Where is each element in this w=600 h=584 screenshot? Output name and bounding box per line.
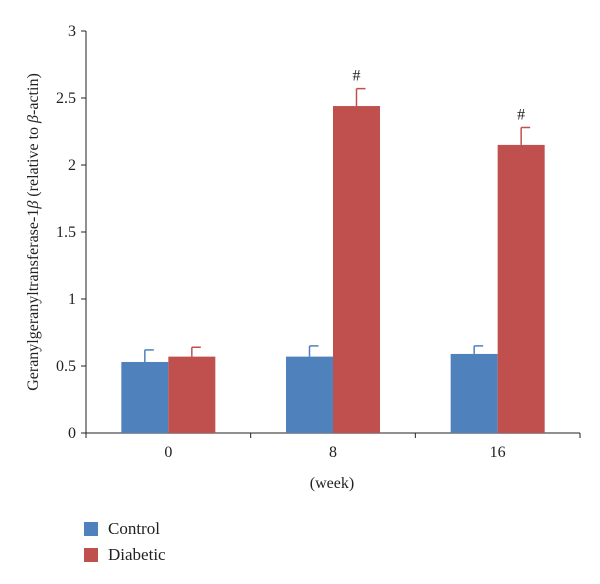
bar-control (450, 353, 498, 433)
y-tick-label: 0.5 (56, 358, 76, 375)
x-tick-label: 0 (164, 444, 172, 461)
legend-label-control: Control (108, 519, 160, 538)
bar-control (286, 356, 333, 433)
y-tick-label: 1.5 (56, 224, 76, 241)
y-tick-label: 2.5 (56, 90, 76, 107)
y-tick-label: 0 (68, 425, 76, 442)
x-axis: 0 8 16 (85, 432, 581, 461)
legend-item-diabetic: Diabetic (84, 542, 166, 568)
legend-label-diabetic: Diabetic (108, 545, 166, 564)
bar-diabetic (168, 356, 216, 433)
x-tick-label: 8 (329, 444, 337, 461)
y-axis-label: Geranylgeranyltransferase-1β (relative t… (25, 73, 42, 391)
legend-item-control: Control (84, 516, 166, 542)
legend: Control Diabetic (84, 516, 166, 568)
x-axis-label: (week) (310, 475, 354, 492)
significance-marker: # (353, 68, 361, 85)
legend-swatch-diabetic (84, 548, 98, 562)
significance-marker: # (517, 106, 525, 123)
bar-diabetic (333, 106, 380, 433)
bars: ## (121, 68, 545, 433)
x-tick-label: 16 (490, 444, 506, 461)
y-tick-label: 1 (68, 291, 76, 308)
bar-control (121, 361, 169, 433)
bar-diabetic (497, 144, 545, 433)
y-tick-label: 3 (68, 23, 76, 40)
y-axis: 0 0.5 1 1.5 2 2.5 3 (56, 23, 87, 442)
legend-swatch-control (84, 522, 98, 536)
y-tick-label: 2 (68, 157, 76, 174)
